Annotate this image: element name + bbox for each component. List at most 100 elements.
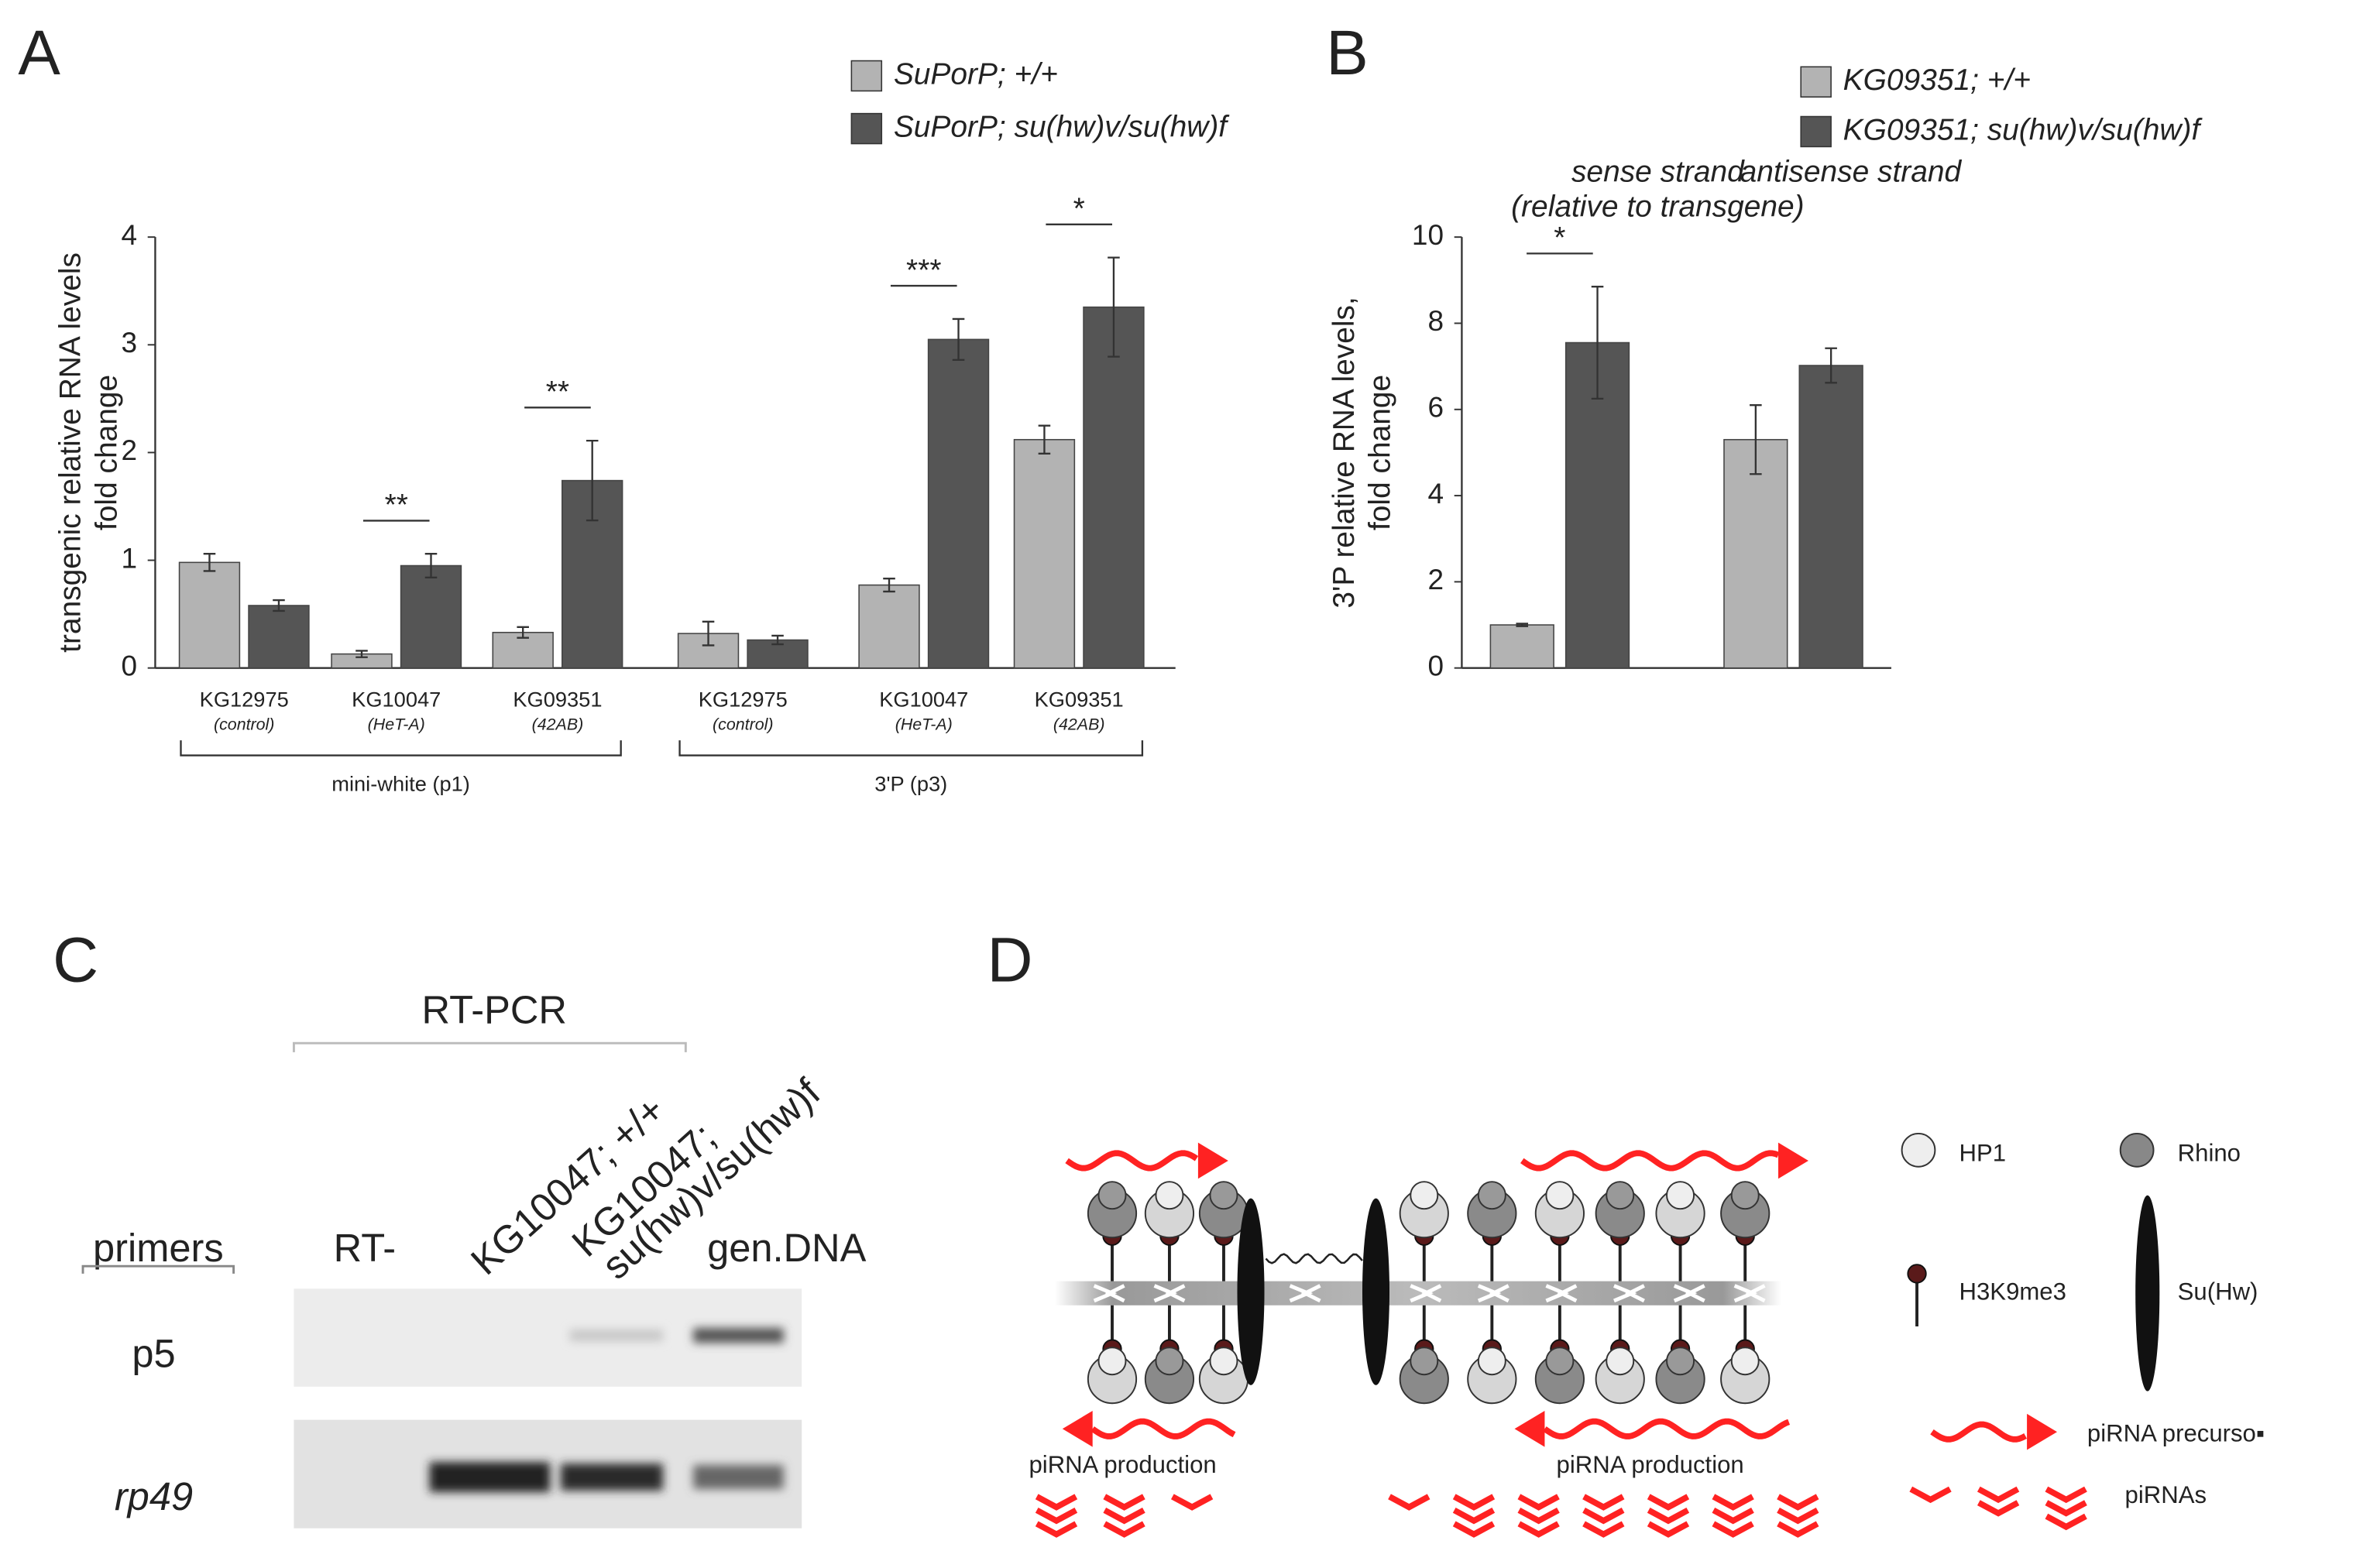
legend-swatch <box>850 112 883 145</box>
legend-label: H3K9me3 <box>1959 1278 2066 1305</box>
pirna <box>1388 1494 1431 1511</box>
repeat-arrow <box>1477 1284 1510 1303</box>
error-bar <box>883 578 895 593</box>
legend-swatch <box>1800 66 1832 98</box>
x-tick-label: KG09351 <box>1035 688 1124 712</box>
error-bar <box>771 634 784 646</box>
bar <box>1723 438 1788 669</box>
error-bar <box>424 553 438 578</box>
y-axis-label: fold change <box>1364 375 1397 530</box>
pirna <box>1647 1507 1690 1525</box>
chromo <box>1730 1181 1760 1210</box>
pirna <box>1977 1500 2020 1517</box>
chromo <box>1606 1347 1635 1376</box>
y-tick-label: 3 <box>122 327 138 359</box>
linker <box>1265 1253 1363 1264</box>
panel-letter: B <box>1326 18 1369 88</box>
pirna <box>1517 1507 1560 1525</box>
gel-panel: RT-PCR primers RT- KG10047; +/+ KG10047;… <box>81 988 867 1529</box>
pirna <box>1452 1507 1496 1525</box>
panel-letter: A <box>18 18 60 88</box>
chromo <box>1097 1347 1127 1376</box>
bar <box>1013 438 1076 669</box>
category-note: (42AB) <box>532 715 584 733</box>
repeat-arrow <box>1613 1284 1645 1303</box>
bracket <box>292 1041 687 1052</box>
y-tick-label: 0 <box>1428 650 1444 681</box>
y-tick-label: 2 <box>1428 564 1444 595</box>
pirna <box>1103 1521 1145 1538</box>
error-bar <box>355 650 368 658</box>
repeat-arrow <box>1545 1284 1578 1303</box>
pirna <box>1909 1486 1952 1504</box>
pirna <box>1452 1521 1496 1538</box>
legend-label: SuPorP; su(hw)v/su(hw)f <box>894 110 1230 143</box>
pirna <box>1035 1521 1078 1538</box>
precursor-wave <box>1930 1421 2027 1443</box>
error-bar <box>586 439 599 522</box>
arrow-head <box>2027 1413 2058 1450</box>
pirna <box>1582 1494 1625 1511</box>
pirna <box>2045 1513 2087 1531</box>
error-bar <box>1750 404 1762 475</box>
precursor-wave <box>1065 1150 1199 1172</box>
y-tick-label: 6 <box>1428 392 1444 424</box>
pirna <box>1103 1494 1145 1511</box>
arrow-head <box>1778 1142 1808 1179</box>
pirna <box>1170 1494 1214 1511</box>
pirna <box>1777 1521 1819 1538</box>
y-tick-label: 10 <box>1412 219 1444 251</box>
legend-label: HP1 <box>1959 1139 2007 1166</box>
pirna <box>1712 1521 1754 1538</box>
x-tick-label: KG09351 <box>513 688 602 712</box>
pirna <box>1103 1507 1145 1525</box>
significance-label: * <box>1554 221 1565 255</box>
chromo <box>1209 1181 1238 1210</box>
pirna <box>2045 1500 2087 1517</box>
bar <box>927 338 990 669</box>
row-label: p5 <box>132 1331 175 1375</box>
bar <box>1083 306 1145 669</box>
panel-letter: C <box>53 925 98 996</box>
panel-letter: D <box>987 925 1032 996</box>
bar <box>400 564 462 669</box>
x-tick-label: KG12975 <box>200 688 289 712</box>
chromatin <box>1055 1281 1781 1306</box>
legend-label: Rhino <box>2178 1139 2241 1166</box>
primers-label: primers <box>93 1226 224 1270</box>
chromo <box>1730 1347 1760 1376</box>
legend-label: piRNAs <box>2125 1481 2207 1508</box>
error-bar <box>1825 347 1837 384</box>
significance-label: ** <box>385 489 408 522</box>
pirna <box>1035 1494 1078 1511</box>
underline <box>81 1264 235 1274</box>
legend-rhino <box>2119 1132 2155 1168</box>
error-bar <box>273 599 285 612</box>
diagram: piRNA production piRNA production HP1 Rhino… <box>1029 1132 2265 1538</box>
category-note: (control) <box>214 715 274 733</box>
error-bar <box>517 626 529 639</box>
x-tick-label: sense strand <box>1571 156 1745 189</box>
category-note: (HeT-A) <box>895 715 953 733</box>
pirna <box>1517 1521 1560 1538</box>
error-bar <box>203 553 216 572</box>
pirna <box>1712 1494 1754 1511</box>
production-label: piRNA production <box>1557 1451 1744 1478</box>
arrow-head <box>1514 1410 1545 1447</box>
group-bracket <box>180 740 622 757</box>
x-tick-label: KG10047 <box>352 688 441 712</box>
pirna <box>2045 1486 2087 1504</box>
lane-label: RT- <box>334 1226 397 1270</box>
gel-header: RT-PCR <box>422 988 567 1032</box>
pirna <box>1777 1494 1819 1511</box>
legend-label: Su(Hw) <box>2178 1278 2258 1305</box>
error-bar <box>1108 256 1120 358</box>
group-label: 3'P (p3) <box>874 772 947 796</box>
group-label: mini-white (p1) <box>331 772 470 796</box>
chromo <box>1545 1347 1575 1376</box>
repeat-arrow <box>1093 1284 1125 1303</box>
chromo <box>1545 1181 1575 1210</box>
x-tick-label: KG10047 <box>879 688 968 712</box>
y-tick-label: 1 <box>122 542 138 574</box>
